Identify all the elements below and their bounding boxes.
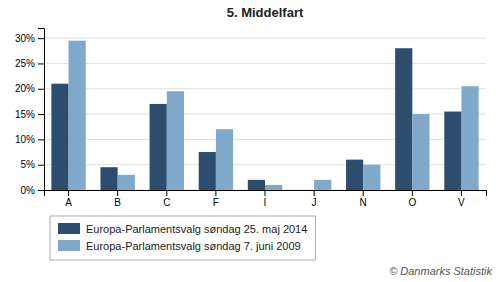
- x-tick-mark: [68, 190, 69, 196]
- bar: [395, 48, 412, 190]
- legend-frame: [50, 216, 315, 260]
- y-tick-label: 10%: [15, 134, 35, 145]
- y-tick: 25%: [15, 58, 44, 69]
- y-axis: 0% 5% 10% 15% 20% 25% 30%: [15, 29, 45, 196]
- y-tick-mark: [38, 114, 44, 115]
- y-tick-mark: [38, 63, 44, 64]
- x-tick-mark: [461, 190, 462, 196]
- title: 5. Middelfart: [227, 5, 304, 20]
- bar: [248, 180, 265, 190]
- x-tick: A: [65, 190, 72, 208]
- y-tick-mark: [38, 38, 44, 39]
- y-tick-mark: [38, 89, 44, 90]
- x-tick-label: V: [458, 197, 465, 208]
- grid-line: [44, 63, 486, 64]
- x-tick: I: [264, 190, 267, 208]
- plot-area: 0% 5% 10% 15% 20% 25% 30% A B C F I J N O V: [15, 29, 487, 209]
- x-tick: B: [114, 190, 121, 208]
- x-tick-label: N: [360, 197, 367, 208]
- legend-swatch: [58, 240, 80, 251]
- x-tick-label: F: [213, 197, 219, 208]
- x-tick: O: [408, 190, 416, 208]
- y-tick-label: 5%: [21, 159, 36, 170]
- x-tick-mark: [117, 190, 118, 196]
- y-tick-label: 20%: [15, 83, 35, 94]
- bar-series: [51, 48, 461, 190]
- y-tick: 15%: [15, 109, 44, 120]
- y-tick: 10%: [15, 134, 44, 145]
- bar: [216, 129, 233, 190]
- bar: [100, 167, 117, 190]
- y-axis-line: [38, 29, 45, 191]
- x-tick-mark: [215, 190, 216, 196]
- y-tick-label: 25%: [15, 58, 35, 69]
- y-tick-mark: [38, 190, 44, 191]
- legend-item: Europa-Parlamentsvalg søndag 7. juni 200…: [58, 240, 301, 252]
- x-tick: J: [312, 190, 317, 208]
- x-tick: F: [213, 190, 219, 208]
- x-tick-mark: [265, 190, 266, 196]
- bar: [118, 175, 135, 190]
- grid-line: [44, 88, 486, 89]
- bar: [199, 152, 216, 190]
- x-tick: C: [163, 190, 170, 208]
- bar-series: [69, 41, 479, 190]
- x-tick-mark: [166, 190, 167, 196]
- y-tick-mark: [38, 165, 44, 166]
- y-tick: 5%: [21, 159, 44, 170]
- x-tick-mark: [412, 190, 413, 196]
- x-tick-label: O: [408, 197, 416, 208]
- y-tick: 20%: [15, 83, 44, 94]
- x-tick-mark: [314, 190, 315, 196]
- x-tick: V: [458, 190, 465, 208]
- bar: [51, 84, 68, 190]
- grid: [44, 38, 486, 190]
- bar: [265, 185, 282, 190]
- y-tick-label: 0%: [21, 185, 36, 196]
- x-tick-label: B: [114, 197, 121, 208]
- y-tick: 30%: [15, 33, 44, 44]
- bar: [69, 41, 86, 190]
- bar: [150, 104, 167, 190]
- bar: [461, 86, 478, 190]
- chart: 5. Middelfart 0% 5% 10% 15% 20% 25% 30% A B C F I J N O…: [0, 0, 500, 282]
- x-tick-label: A: [65, 197, 72, 208]
- x-tick: N: [360, 190, 367, 208]
- bar: [314, 180, 331, 190]
- bar: [363, 165, 380, 190]
- legend-label: Europa-Parlamentsvalg søndag 7. juni 200…: [86, 240, 301, 252]
- grid-line: [44, 38, 486, 39]
- x-axis: ABCFIJNOV: [45, 190, 487, 208]
- annotation: © Danmarks Statistik: [389, 265, 492, 277]
- x-axis-line: [45, 191, 487, 197]
- legend-item: Europa-Parlamentsvalg søndag 25. maj 201…: [58, 223, 307, 235]
- bar: [167, 91, 184, 190]
- y-tick-label: 15%: [15, 109, 35, 120]
- x-tick-label: J: [312, 197, 317, 208]
- bar: [412, 114, 429, 190]
- y-tick-label: 30%: [15, 33, 35, 44]
- legend-label: Europa-Parlamentsvalg søndag 25. maj 201…: [86, 223, 307, 235]
- x-tick-label: C: [163, 197, 170, 208]
- bars: [51, 41, 478, 190]
- bar: [444, 112, 461, 190]
- x-tick-mark: [363, 190, 364, 196]
- bar: [297, 190, 314, 191]
- y-tick: 0%: [21, 185, 44, 196]
- bar: [346, 160, 363, 190]
- y-tick-mark: [38, 139, 44, 140]
- legend-swatch: [58, 223, 80, 234]
- x-tick-label: I: [264, 197, 267, 208]
- legend: Europa-Parlamentsvalg søndag 25. maj 201…: [50, 216, 315, 260]
